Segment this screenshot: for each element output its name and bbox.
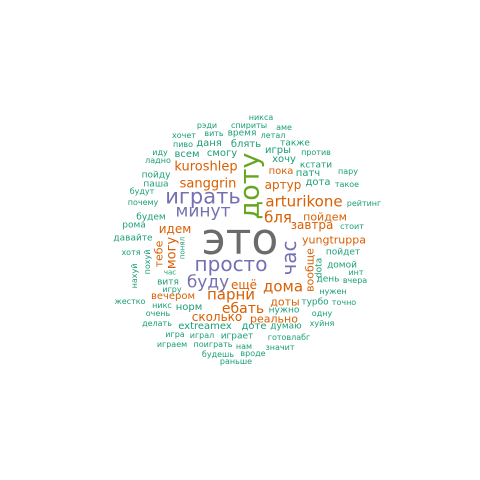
word: никс xyxy=(152,301,172,310)
word: час xyxy=(163,268,177,277)
word: играем xyxy=(156,340,188,349)
word: пару xyxy=(338,167,358,176)
word: всем xyxy=(174,149,200,160)
word: спириты xyxy=(230,121,268,130)
word: это xyxy=(201,214,279,265)
word: аме xyxy=(276,123,292,132)
word: игру xyxy=(162,285,182,294)
word: dota xyxy=(314,257,325,279)
word: дота xyxy=(305,177,331,188)
word: хочу xyxy=(272,154,296,165)
word: одну xyxy=(311,309,333,318)
word: вроде xyxy=(240,349,266,358)
word: сколько xyxy=(191,310,243,324)
word: смогу xyxy=(206,148,238,159)
word: будут xyxy=(129,187,155,196)
word: arturikone xyxy=(265,192,343,211)
word: буду xyxy=(186,272,230,293)
word: норм xyxy=(175,302,203,313)
word: играл xyxy=(189,331,215,340)
word: стоит xyxy=(340,222,364,231)
word: хочет xyxy=(172,131,196,140)
word: пиво xyxy=(172,140,194,149)
word: рома xyxy=(122,220,146,231)
word: блять xyxy=(230,139,262,150)
word: парни xyxy=(206,285,256,304)
word: инт xyxy=(348,268,364,277)
word: игры xyxy=(265,145,291,156)
word: делать xyxy=(142,319,172,328)
word: давайте xyxy=(113,233,153,244)
word: паша xyxy=(143,179,169,190)
word: понял xyxy=(178,236,187,260)
word: очень xyxy=(145,309,171,318)
word: доты xyxy=(270,295,300,309)
word: минут xyxy=(175,201,231,222)
word: yungtruppa xyxy=(302,233,366,247)
word: ладно xyxy=(145,156,171,165)
word: бля xyxy=(264,208,292,227)
word: день xyxy=(316,274,340,285)
word: точно xyxy=(331,298,357,307)
word: витя xyxy=(157,277,179,288)
word: вечером xyxy=(150,291,196,302)
word: раньше xyxy=(219,357,253,366)
word: extreamex xyxy=(178,321,232,332)
word: будешь xyxy=(201,350,235,359)
word: доте xyxy=(241,321,267,332)
word: почему xyxy=(127,198,159,207)
word: просто xyxy=(194,252,268,276)
word: завтра xyxy=(290,218,334,232)
word: никса xyxy=(248,113,274,122)
word: готовлабг xyxy=(267,333,311,342)
word: хуйня xyxy=(309,319,335,328)
word: sanggrin xyxy=(179,176,237,192)
word: думаю xyxy=(270,321,302,332)
word: играть xyxy=(165,184,241,209)
word: рейтинг xyxy=(346,199,382,208)
word: артур xyxy=(264,178,302,192)
word: домой xyxy=(327,260,357,271)
word: будем xyxy=(136,212,166,223)
word: летал xyxy=(260,131,286,140)
word: kuroshlep xyxy=(174,159,238,175)
word: жестко xyxy=(114,297,146,306)
word: тебе xyxy=(152,240,166,268)
word: турбо xyxy=(301,297,329,308)
word: иду xyxy=(152,148,168,157)
word: вить xyxy=(204,129,224,138)
word: против xyxy=(301,148,331,157)
word: час xyxy=(277,240,301,276)
word: играет xyxy=(220,331,254,342)
word: патч xyxy=(295,168,321,179)
word: нужен xyxy=(319,287,347,296)
word: ещё xyxy=(230,278,258,292)
word: рэди xyxy=(196,121,218,130)
word: игра xyxy=(165,330,185,339)
word: дома xyxy=(262,277,304,296)
word: такое xyxy=(334,180,360,189)
word: идем xyxy=(158,222,192,236)
word: значит xyxy=(265,343,295,352)
word: вчера xyxy=(342,276,368,285)
word: время xyxy=(227,128,257,139)
word: пойдем xyxy=(303,210,347,224)
word: кстати xyxy=(299,160,333,171)
word: также xyxy=(280,138,310,149)
word: хотя xyxy=(121,248,141,257)
word: даня xyxy=(196,138,222,149)
word: пока xyxy=(268,166,294,177)
word: реально xyxy=(250,312,298,326)
word: нам xyxy=(235,342,253,351)
word: нужно xyxy=(268,305,300,316)
word: могу xyxy=(164,236,180,270)
word: ебать xyxy=(221,301,265,317)
word: похуй xyxy=(143,249,152,275)
word: поиграть xyxy=(193,340,233,349)
word: пойдет xyxy=(325,247,361,258)
word: нахуй xyxy=(130,263,139,289)
word: пойду xyxy=(141,170,171,181)
